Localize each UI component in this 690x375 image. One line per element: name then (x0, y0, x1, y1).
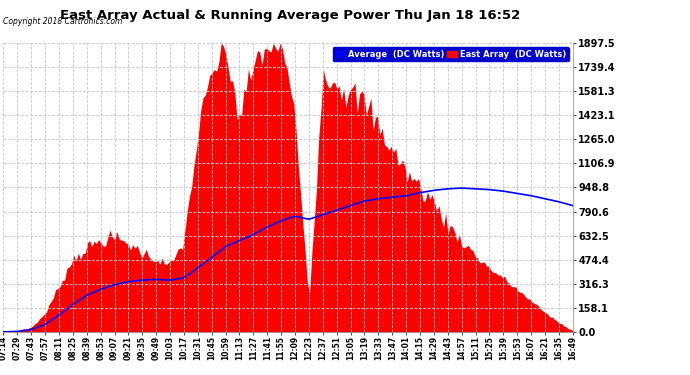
Legend: Average  (DC Watts), East Array  (DC Watts): Average (DC Watts), East Array (DC Watts… (333, 47, 569, 61)
Text: East Array Actual & Running Average Power Thu Jan 18 16:52: East Array Actual & Running Average Powe… (59, 9, 520, 22)
Text: Copyright 2018 Cartronics.com: Copyright 2018 Cartronics.com (3, 17, 123, 26)
